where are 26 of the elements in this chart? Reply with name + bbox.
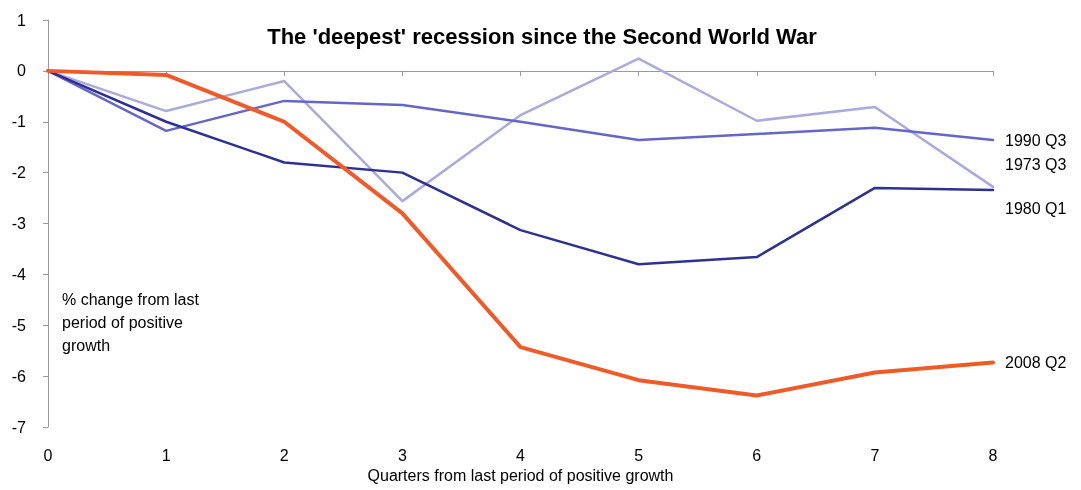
y-tick-label: -1 — [11, 113, 27, 131]
x-tick-label: 7 — [870, 446, 880, 464]
x-tick-label: 6 — [752, 446, 762, 464]
series-label: 1980 Q1 — [1005, 200, 1067, 218]
x-tick-label: 2 — [279, 446, 289, 464]
series-label: 1990 Q3 — [1005, 131, 1067, 149]
y-tick-label: -6 — [11, 367, 27, 385]
chart-title: The 'deepest' recession since the Second World War — [267, 23, 818, 49]
x-tick-label: 4 — [516, 446, 526, 464]
y-tick-label: -3 — [11, 215, 27, 232]
x-tick-label: 8 — [988, 446, 998, 464]
series-label: 1973 Q3 — [1005, 156, 1067, 174]
x-tick-label: 3 — [397, 446, 407, 464]
y-tick-label: -4 — [11, 265, 27, 283]
y-tick-label: 0 — [17, 62, 27, 80]
x-tick-label: 1 — [161, 446, 171, 464]
x-tick-label: 5 — [634, 446, 644, 464]
y-tick-label: -7 — [11, 418, 27, 436]
series-label: 2008 Q2 — [1005, 353, 1067, 371]
y-tick-label: -5 — [11, 316, 27, 334]
line-series — [46, 68, 995, 398]
annotation: % change from last period of positive growth — [62, 291, 204, 354]
x-tick-label: 0 — [43, 446, 53, 464]
x-axis-title: Quarters from last period of positive growth — [367, 467, 674, 485]
y-tick-label: -2 — [11, 164, 27, 182]
y-tick-label: 1 — [17, 11, 27, 29]
